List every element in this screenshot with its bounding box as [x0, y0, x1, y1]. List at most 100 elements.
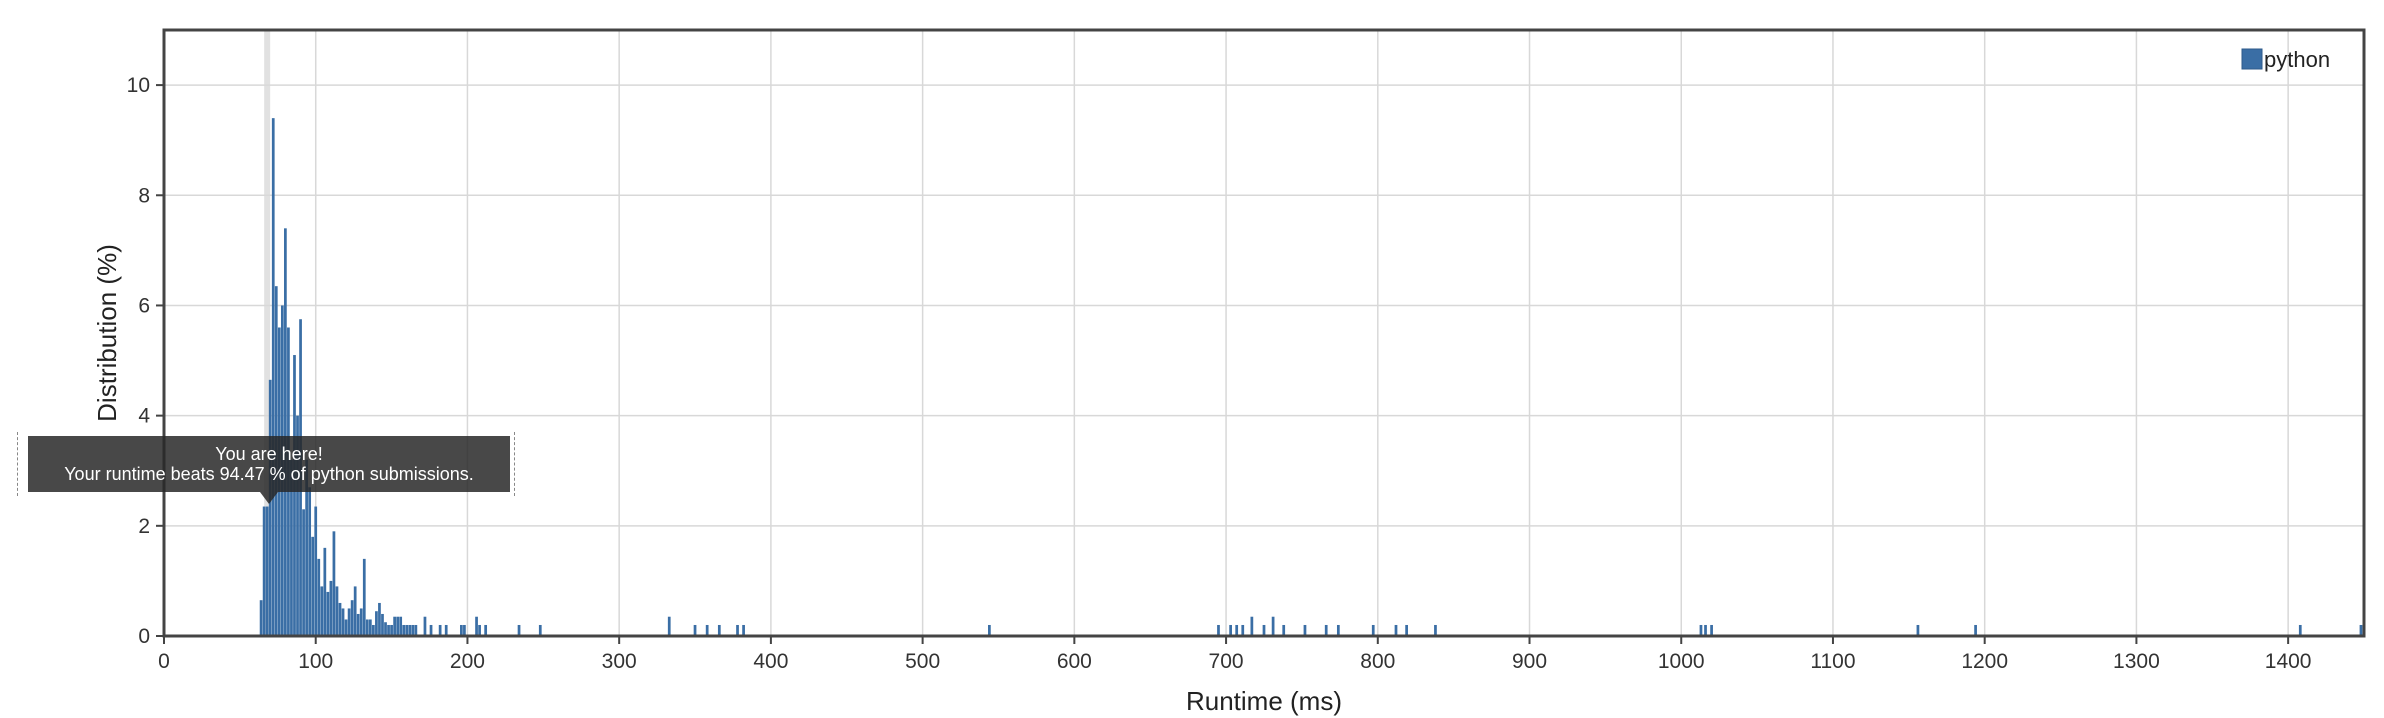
histogram-bar[interactable]	[1303, 624, 1307, 636]
histogram-bar[interactable]	[262, 506, 266, 636]
histogram-bar[interactable]	[1336, 624, 1340, 636]
histogram-bar[interactable]	[1371, 624, 1375, 636]
histogram-bar[interactable]	[1250, 616, 1254, 636]
histogram-bar[interactable]	[736, 624, 739, 636]
current-runtime-marker	[264, 30, 271, 636]
histogram-bar[interactable]	[1217, 624, 1220, 636]
x-tick-label: 700	[1209, 650, 1244, 673]
histogram-bar[interactable]	[405, 624, 409, 636]
histogram-bar[interactable]	[308, 487, 312, 636]
histogram-bar[interactable]	[1710, 624, 1713, 636]
histogram-bar[interactable]	[1282, 624, 1286, 636]
histogram-bar[interactable]	[2298, 624, 2302, 636]
x-tick-label: 100	[298, 650, 333, 673]
histogram-bar[interactable]	[742, 624, 745, 636]
x-tick-label: 400	[753, 650, 788, 673]
histogram-bar[interactable]	[1241, 624, 1245, 636]
histogram-bar[interactable]	[396, 616, 400, 636]
histogram-bar[interactable]	[356, 613, 360, 636]
histogram-bar[interactable]	[429, 624, 433, 636]
tooltip-bracket	[17, 432, 515, 496]
histogram-bar[interactable]	[478, 624, 481, 636]
histogram-bar[interactable]	[259, 600, 263, 636]
x-tick-label: 800	[1360, 650, 1395, 673]
histogram-bar[interactable]	[1405, 624, 1408, 636]
histogram-bar[interactable]	[1704, 624, 1707, 636]
histogram-bar[interactable]	[338, 602, 342, 636]
histogram-bar[interactable]	[317, 558, 321, 636]
y-axis-ticks: 0 2 4 6 8 10	[127, 74, 164, 648]
histogram-bar[interactable]	[2359, 624, 2363, 636]
histogram-bar[interactable]	[359, 608, 363, 636]
histogram-bar[interactable]	[332, 531, 336, 636]
histogram-bar[interactable]	[387, 624, 390, 636]
histogram-bar[interactable]	[423, 616, 427, 636]
histogram-bar[interactable]	[1916, 624, 1920, 636]
histogram-bar[interactable]	[302, 509, 305, 636]
histogram-bar[interactable]	[444, 624, 448, 636]
histogram-bar[interactable]	[293, 355, 296, 636]
histogram-bar[interactable]	[1324, 624, 1328, 636]
histogram-bar[interactable]	[1974, 624, 1977, 636]
histogram-bar[interactable]	[384, 622, 387, 636]
histogram-bar[interactable]	[667, 616, 671, 636]
histogram-bar[interactable]	[378, 602, 381, 636]
histogram-bar[interactable]	[517, 624, 521, 636]
histogram-bar[interactable]	[1271, 616, 1275, 636]
x-tick-label: 1200	[1961, 650, 2008, 673]
legend[interactable]: python	[2241, 47, 2330, 72]
histogram-bar[interactable]	[988, 624, 991, 636]
histogram-bar[interactable]	[399, 616, 403, 636]
histogram-bar[interactable]	[335, 586, 339, 636]
histogram-bar[interactable]	[1262, 624, 1266, 636]
x-tick-label: 1300	[2113, 650, 2160, 673]
histogram-bar[interactable]	[268, 379, 272, 636]
histogram-bar[interactable]	[1235, 624, 1239, 636]
histogram-bar[interactable]	[311, 536, 315, 636]
histogram-bar[interactable]	[341, 608, 345, 636]
histogram-bar[interactable]	[390, 624, 393, 636]
histogram-bar[interactable]	[1394, 624, 1398, 636]
histogram-bar[interactable]	[414, 624, 418, 636]
histogram-bar[interactable]	[438, 624, 442, 636]
histogram-bar[interactable]	[320, 586, 324, 636]
histogram-bar[interactable]	[368, 619, 372, 636]
histogram-bar[interactable]	[402, 624, 406, 636]
histogram-bar[interactable]	[265, 506, 269, 636]
histogram-bar[interactable]	[347, 608, 351, 636]
histogram-bar[interactable]	[296, 415, 299, 636]
plot-frame	[162, 28, 2366, 638]
histogram-bar[interactable]	[375, 611, 378, 636]
histogram-bar[interactable]	[326, 591, 330, 636]
histogram-bar[interactable]	[323, 547, 327, 636]
histogram-bar[interactable]	[381, 613, 384, 636]
histogram-bar[interactable]	[372, 624, 375, 636]
histogram-bar[interactable]	[290, 459, 293, 636]
histogram-bar[interactable]	[365, 619, 369, 636]
histogram-bar[interactable]	[475, 616, 478, 636]
histogram-bar[interactable]	[460, 624, 463, 636]
histogram-bar[interactable]	[344, 619, 348, 636]
histogram-bar[interactable]	[538, 624, 542, 636]
histogram-bar[interactable]	[305, 459, 308, 636]
histogram-bar[interactable]	[271, 118, 275, 637]
histogram-bar[interactable]	[1229, 624, 1232, 636]
histogram-bar[interactable]	[329, 580, 333, 636]
histogram-bar[interactable]	[350, 600, 354, 636]
histogram-bar[interactable]	[362, 558, 366, 636]
x-tick-label: 500	[905, 650, 940, 673]
histogram-bar[interactable]	[1699, 624, 1703, 636]
histogram-bar[interactable]	[693, 624, 697, 636]
histogram-bar[interactable]	[463, 624, 466, 636]
histogram-bar[interactable]	[484, 624, 488, 636]
histogram-bar[interactable]	[705, 624, 709, 636]
histogram-bar[interactable]	[717, 624, 721, 636]
histogram-bar[interactable]	[408, 624, 412, 636]
histogram-bar[interactable]	[393, 616, 396, 636]
x-tick-label: 1100	[1810, 650, 1855, 673]
histogram-bar[interactable]	[314, 506, 318, 636]
histogram-bar[interactable]	[1434, 624, 1437, 636]
histogram-bar[interactable]	[411, 624, 415, 636]
histogram-bar[interactable]	[284, 228, 287, 636]
histogram-bar[interactable]	[353, 586, 357, 636]
